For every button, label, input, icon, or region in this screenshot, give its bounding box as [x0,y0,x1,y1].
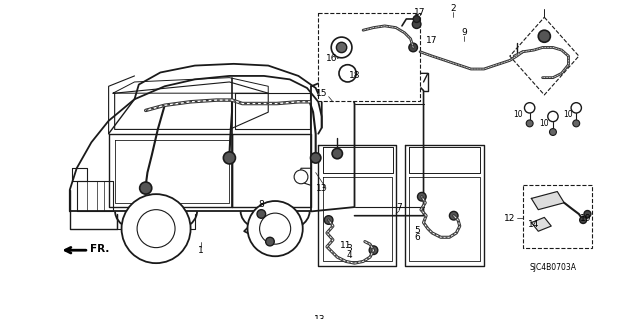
Circle shape [584,211,591,218]
Text: 17: 17 [426,36,438,45]
Circle shape [140,182,152,194]
Text: 1: 1 [198,246,204,255]
Circle shape [137,210,175,248]
Circle shape [548,111,558,122]
Circle shape [550,129,556,136]
Circle shape [525,103,535,113]
Text: 5: 5 [415,226,420,235]
Text: 10: 10 [563,110,572,119]
Text: 18: 18 [349,71,360,80]
Text: 12: 12 [504,214,515,223]
Text: 19: 19 [580,214,591,223]
Text: FR.: FR. [90,244,109,254]
Circle shape [538,30,550,42]
Text: 8: 8 [259,200,264,209]
Text: 3: 3 [346,244,352,253]
Circle shape [332,37,352,58]
Text: 13: 13 [316,184,328,193]
Circle shape [122,194,191,263]
Text: SJC4B0703A: SJC4B0703A [529,263,577,272]
Circle shape [369,246,378,255]
Circle shape [260,213,291,244]
Text: 17: 17 [413,8,425,18]
Text: 7: 7 [397,203,403,211]
Text: 2: 2 [450,4,456,13]
Circle shape [409,43,417,52]
Circle shape [324,216,333,224]
Text: 4: 4 [346,251,352,260]
Circle shape [449,211,458,220]
Text: 6: 6 [415,233,420,242]
Circle shape [332,148,342,159]
Circle shape [526,120,533,127]
Bar [523,186,592,248]
Text: 11: 11 [340,241,351,250]
Circle shape [573,120,580,127]
Text: 14: 14 [528,220,540,229]
Circle shape [257,210,266,218]
Circle shape [294,170,308,184]
Circle shape [413,16,420,22]
Circle shape [417,192,426,201]
Circle shape [412,20,421,28]
Text: 9: 9 [461,28,467,37]
Circle shape [339,65,356,82]
Polygon shape [531,191,564,210]
Text: 10: 10 [514,110,524,119]
Polygon shape [531,218,551,231]
Circle shape [337,42,347,53]
Circle shape [266,237,275,246]
Circle shape [580,217,587,224]
Circle shape [248,201,303,256]
Circle shape [571,103,581,113]
Text: 15: 15 [316,89,328,98]
Text: 16: 16 [326,54,337,63]
Circle shape [310,153,321,163]
Text: 13: 13 [314,315,326,319]
Text: 10: 10 [540,119,549,128]
Bar [318,13,420,101]
Circle shape [223,152,236,164]
